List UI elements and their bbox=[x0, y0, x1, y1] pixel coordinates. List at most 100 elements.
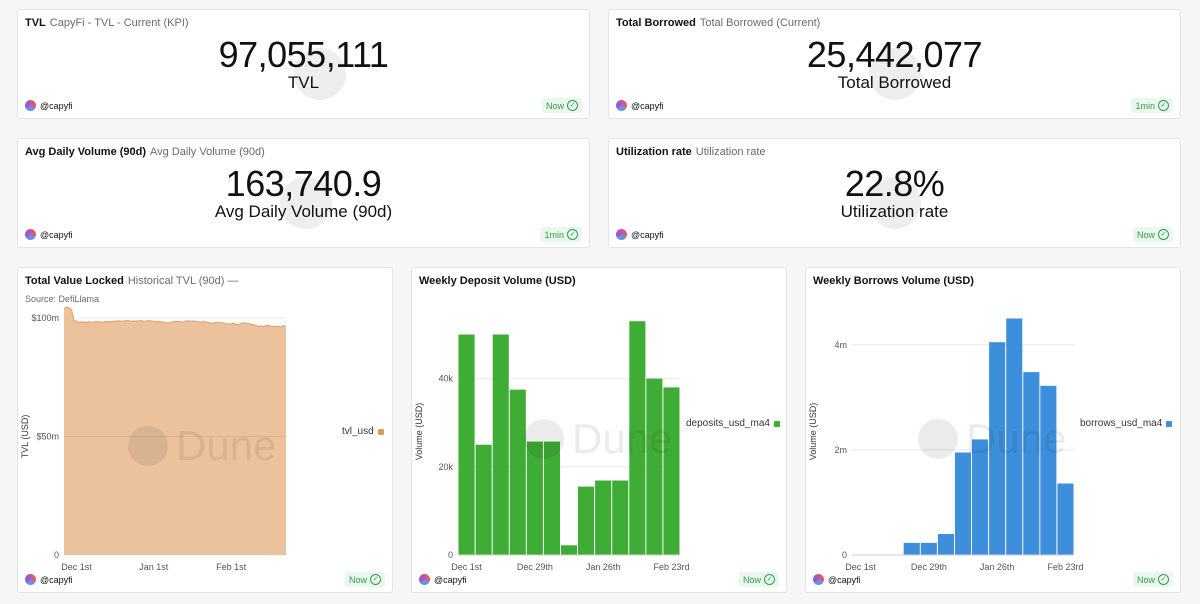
author-link[interactable]: @capyfi bbox=[616, 229, 664, 240]
author-name: @capyfi bbox=[631, 100, 664, 111]
card-subtitle: Historical TVL (90d) — bbox=[127, 275, 239, 287]
check-circle-icon: ✓ bbox=[567, 100, 578, 111]
tvl-line bbox=[63, 306, 287, 328]
status-text: 1min bbox=[544, 229, 564, 240]
author-name: @capyfi bbox=[40, 574, 73, 585]
chart-card-tvl[interactable]: 0 $50m $100m TVL (USD) Dec 1st Jan 1st Feb 1st… bbox=[17, 267, 393, 593]
x-tick-label: Jan 26th bbox=[980, 562, 1015, 572]
bar bbox=[903, 542, 920, 555]
card-title: Weekly Borrows Volume (USD) bbox=[813, 275, 974, 287]
avatar bbox=[419, 574, 430, 585]
dune-logo-icon bbox=[918, 419, 958, 459]
dune-logo-icon bbox=[128, 426, 168, 466]
legend: tvl_usd bbox=[342, 426, 384, 437]
bar bbox=[937, 534, 954, 555]
bar bbox=[1040, 385, 1057, 555]
bar bbox=[989, 342, 1006, 555]
kpi-label: Utilization rate bbox=[840, 202, 949, 221]
dune-watermark-text: Dune bbox=[176, 422, 276, 469]
check-circle-icon: ✓ bbox=[1158, 100, 1169, 111]
author-link[interactable]: @capyfi bbox=[616, 100, 664, 111]
card-subtitle: CapyFi - TVL - Current (KPI) bbox=[49, 17, 189, 29]
card-header: TVL CapyFi - TVL - Current (KPI) bbox=[25, 17, 189, 29]
card-header: Weekly Deposit Volume (USD) bbox=[419, 275, 576, 287]
legend-swatch bbox=[377, 428, 384, 435]
dune-watermark-icon bbox=[869, 48, 921, 100]
y-tick-label: $50m bbox=[36, 432, 59, 442]
x-tick-label: Dec 29th bbox=[517, 562, 553, 572]
y-tick-label: 20k bbox=[438, 462, 453, 472]
status-badge: 1min ✓ bbox=[540, 227, 582, 242]
bar bbox=[578, 486, 595, 555]
bar bbox=[475, 444, 492, 555]
bar bbox=[612, 480, 629, 555]
kpi-label: Avg Daily Volume (90d) bbox=[214, 202, 393, 221]
dune-watermark-icon bbox=[280, 177, 332, 229]
dune-logo-icon bbox=[524, 419, 564, 459]
author-link[interactable]: @capyfi bbox=[25, 229, 73, 240]
chart-card-borrows[interactable]: 0 2m 4m Volume (USD) Dec 1st Dec 29th Jan 26th… bbox=[805, 267, 1181, 593]
bar bbox=[526, 441, 543, 555]
bar bbox=[595, 480, 612, 555]
card-title: Utilization rate bbox=[616, 146, 692, 158]
author-link[interactable]: @capyfi bbox=[25, 100, 73, 111]
bar bbox=[955, 452, 972, 555]
bar bbox=[509, 389, 526, 555]
author-link[interactable]: @capyfi bbox=[419, 574, 467, 585]
dune-watermark-text: Dune bbox=[966, 415, 1066, 462]
card-header: Avg Daily Volume (90d) Avg Daily Volume (… bbox=[25, 146, 265, 158]
bar bbox=[458, 334, 475, 555]
author-name: @capyfi bbox=[631, 229, 664, 240]
kpi-card-total-borrowed[interactable]: Total Borrowed Total Borrowed (Current) 2… bbox=[608, 9, 1181, 119]
card-header: Total Borrowed Total Borrowed (Current) bbox=[616, 17, 820, 29]
card-subtitle: Utilization rate bbox=[695, 146, 766, 158]
author-link[interactable]: @capyfi bbox=[25, 574, 73, 585]
avatar bbox=[25, 229, 36, 240]
x-tick-label: Jan 26th bbox=[586, 562, 621, 572]
status-badge: Now ✓ bbox=[541, 98, 582, 113]
check-circle-icon: ✓ bbox=[1158, 574, 1169, 585]
y-tick-label: 0 bbox=[54, 550, 59, 560]
borrows-bar-chart: 0 2m 4m Volume (USD) Dec 1st Dec 29th Jan 26th… bbox=[808, 318, 1083, 572]
x-tick-label: Feb 23rd bbox=[653, 562, 689, 572]
card-title: Total Borrowed bbox=[616, 17, 696, 29]
legend: borrows_usd_ma4 bbox=[1080, 418, 1173, 429]
status-text: Now bbox=[348, 574, 367, 585]
legend-label: deposits_usd_ma4 bbox=[686, 418, 770, 429]
x-tick-label: Jan 1st bbox=[139, 562, 169, 572]
kpi-value: 163,740.9 bbox=[225, 163, 382, 204]
status-badge: Now ✓ bbox=[344, 572, 385, 587]
y-axis-label: Volume (USD) bbox=[414, 403, 424, 461]
card-subtitle: Avg Daily Volume (90d) bbox=[150, 146, 265, 158]
kpi-value: 25,442,077 bbox=[806, 34, 983, 75]
author-name: @capyfi bbox=[40, 100, 73, 111]
status-badge: Now ✓ bbox=[1132, 572, 1173, 587]
kpi-card-utilization-rate[interactable]: Utilization rate Utilization rate 22.8% Ut… bbox=[608, 138, 1181, 248]
check-circle-icon: ✓ bbox=[764, 574, 775, 585]
x-tick-label: Dec 1st bbox=[61, 562, 92, 572]
legend-label: borrows_usd_ma4 bbox=[1080, 418, 1163, 429]
x-tick-label: Feb 23rd bbox=[1047, 562, 1083, 572]
status-text: 1min bbox=[1135, 100, 1155, 111]
check-circle-icon: ✓ bbox=[370, 574, 381, 585]
check-circle-icon: ✓ bbox=[567, 229, 578, 240]
status-text: Now bbox=[1136, 229, 1155, 240]
bar bbox=[972, 439, 989, 555]
legend: deposits_usd_ma4 bbox=[686, 418, 780, 429]
kpi-label: TVL bbox=[287, 73, 320, 92]
status-badge: Now ✓ bbox=[738, 572, 779, 587]
dune-watermark-text: Dune bbox=[572, 415, 672, 462]
card-header: Weekly Borrows Volume (USD) bbox=[813, 275, 974, 287]
kpi-card-avg-daily-volume[interactable]: Avg Daily Volume (90d) Avg Daily Volume (… bbox=[17, 138, 590, 248]
chart-card-deposits[interactable]: 0 20k 40k Volume (USD) Dec 1st Dec 29th Jan 26… bbox=[411, 267, 787, 593]
author-link[interactable]: @capyfi bbox=[813, 574, 861, 585]
bar bbox=[629, 321, 646, 555]
kpi-card-tvl[interactable]: TVL CapyFi - TVL - Current (KPI) 97,055,1… bbox=[17, 9, 590, 119]
dune-watermark-icon bbox=[869, 177, 921, 229]
check-circle-icon: ✓ bbox=[1158, 229, 1169, 240]
avatar bbox=[616, 100, 627, 111]
bar bbox=[1023, 372, 1040, 555]
kpi-value: 97,055,111 bbox=[218, 34, 389, 75]
bar bbox=[492, 334, 509, 555]
y-tick-label: 40k bbox=[438, 374, 453, 384]
